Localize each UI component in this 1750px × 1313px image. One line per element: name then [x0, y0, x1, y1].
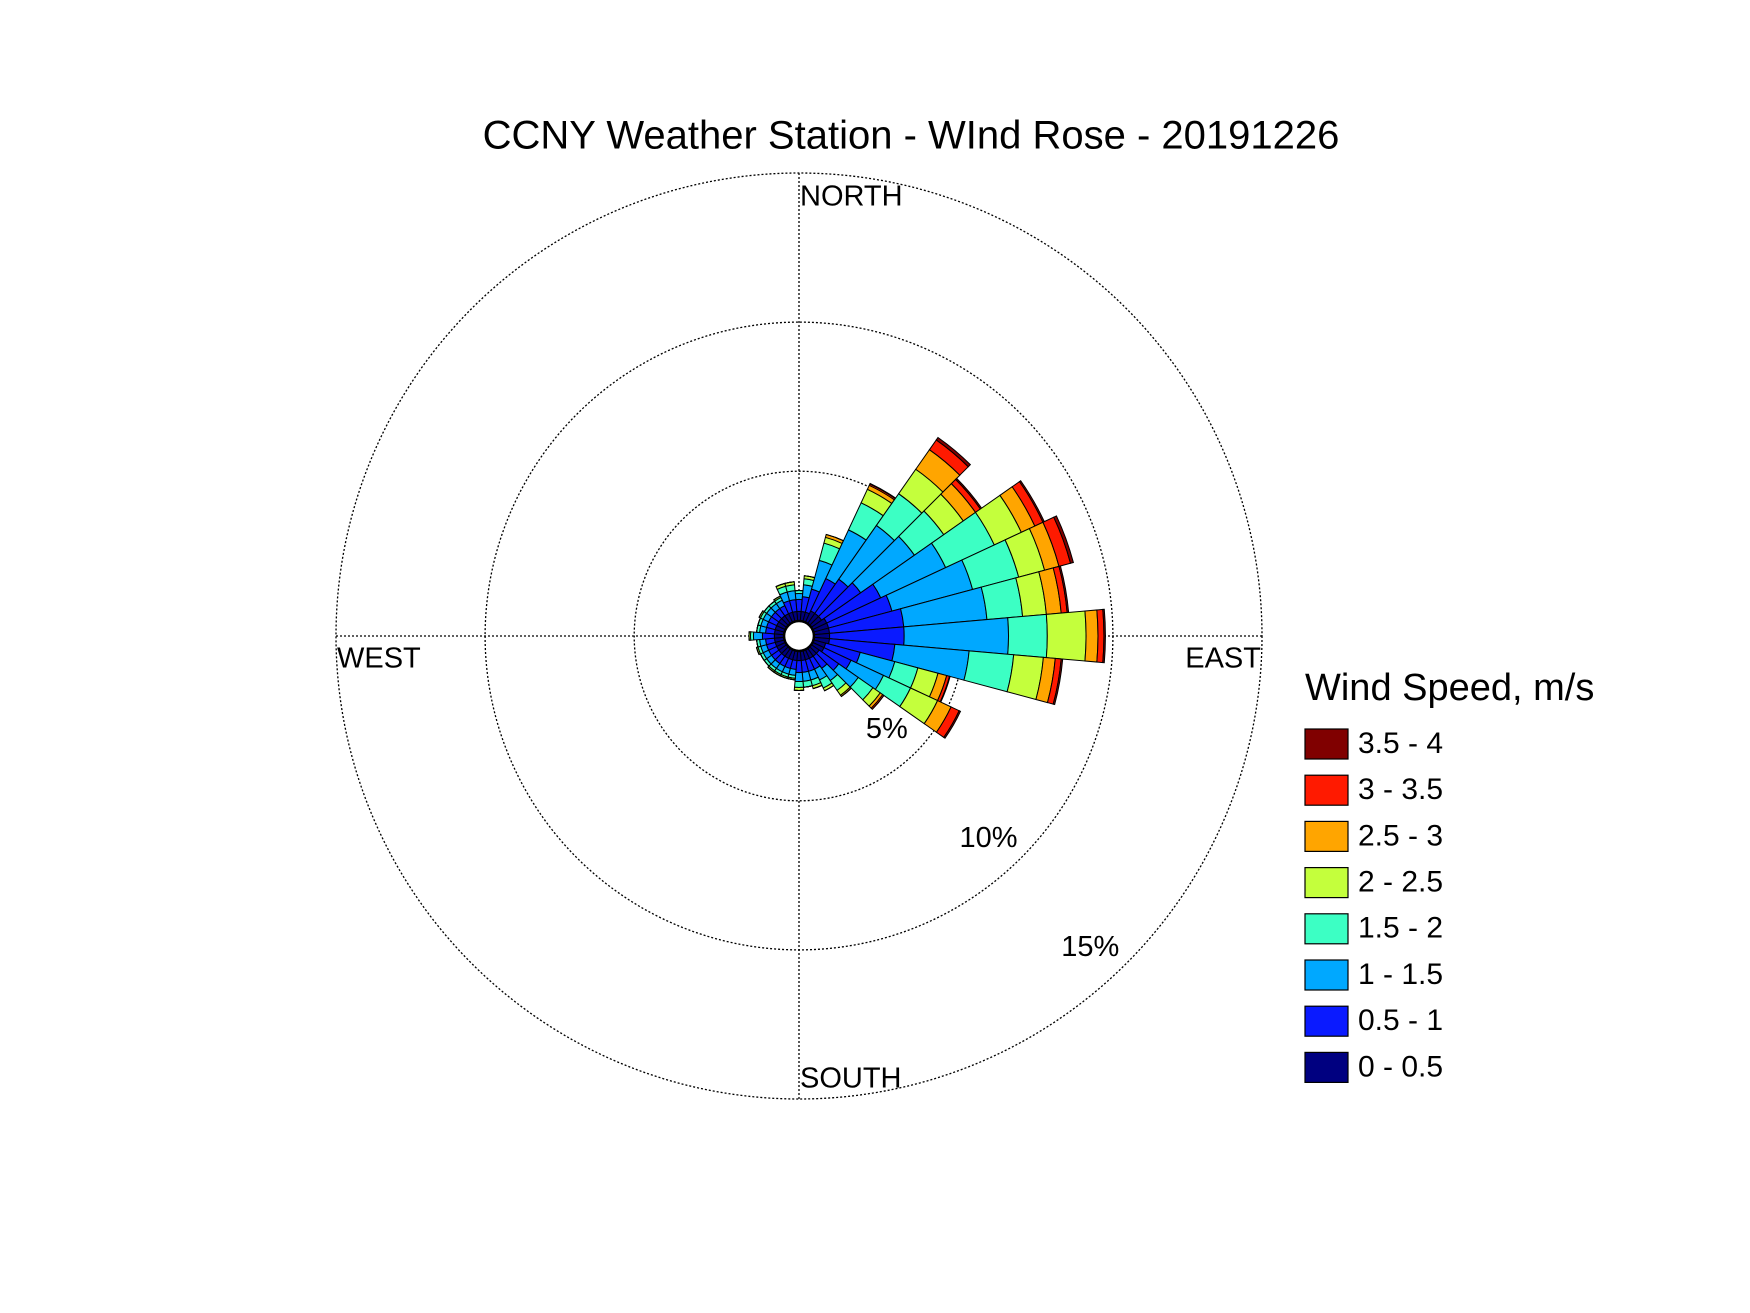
- wedge-segment: [1045, 610, 1087, 662]
- direction-label: SOUTH: [800, 1063, 902, 1095]
- legend-swatch: [1304, 913, 1349, 945]
- grid-ring: [335, 172, 1263, 1100]
- grid-ring: [484, 321, 1114, 951]
- legend-label: 3.5 - 4: [1358, 727, 1443, 760]
- wedge-segment: [1007, 613, 1048, 659]
- ring-label: 15%: [1061, 931, 1119, 963]
- wedge-segment: [1053, 515, 1075, 564]
- legend-swatch: [1304, 866, 1349, 899]
- wedge-segment: [871, 695, 885, 710]
- direction-label: WEST: [337, 643, 421, 675]
- chart-title: CCNY Weather Station - WInd Rose - 20191…: [483, 114, 1340, 158]
- legend-swatch: [1304, 820, 1349, 853]
- legend-label: 3 - 3.5: [1358, 773, 1443, 806]
- wedge-segment: [935, 436, 972, 468]
- direction-label: EAST: [1185, 643, 1261, 675]
- wedge-segment: [824, 685, 834, 692]
- wedge-segment: [812, 684, 823, 690]
- ring-label: 10%: [960, 822, 1018, 854]
- legend-swatch: [1304, 1005, 1349, 1037]
- wedge-segment: [793, 680, 805, 688]
- legend-label: 2.5 - 3: [1358, 819, 1443, 852]
- wedge-segment: [767, 666, 775, 673]
- legend-label: 2 - 2.5: [1358, 866, 1443, 899]
- wedge-segment: [1084, 609, 1099, 663]
- legend-swatch: [1304, 774, 1349, 806]
- wedge-segment: [752, 631, 764, 641]
- legend-label: 0 - 0.5: [1358, 1050, 1443, 1083]
- legend-swatch: [1304, 1051, 1349, 1084]
- legend-swatch: [1304, 959, 1349, 991]
- ring-label: 5%: [866, 713, 908, 745]
- center-hole: [783, 620, 815, 652]
- legend-label: 0.5 - 1: [1358, 1004, 1443, 1037]
- legend-label: 1 - 1.5: [1358, 958, 1443, 991]
- wedge-segment: [794, 592, 804, 601]
- labels: NORTH EAST SOUTH WEST 5% 10% 15%: [337, 181, 1261, 1095]
- wedge-segment: [1052, 658, 1064, 706]
- wedge-segment: [943, 710, 962, 739]
- wedge-segment: [755, 647, 760, 655]
- bars: [748, 436, 1106, 739]
- legend-label: 1.5 - 2: [1358, 912, 1443, 945]
- wedge-segment: [1102, 608, 1106, 664]
- wedge-segment: [794, 671, 804, 683]
- direction-label: NORTH: [800, 181, 903, 213]
- legend: Wind Speed, m/s 0 - 0.5 0.5 - 1 1 - 1.5 1.5…: [1304, 667, 1594, 1084]
- legend-title: Wind Speed, m/s: [1305, 667, 1594, 709]
- legend-swatch: [1304, 728, 1349, 760]
